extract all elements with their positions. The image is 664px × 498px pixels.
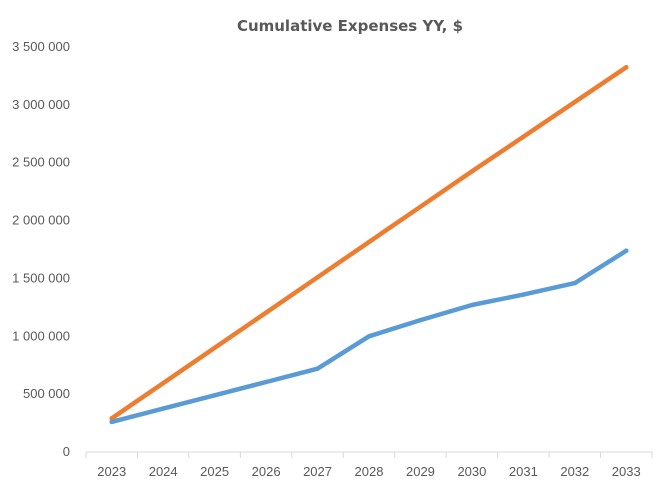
series-1 bbox=[109, 65, 629, 421]
x-axis bbox=[85, 451, 653, 458]
data-point bbox=[160, 406, 166, 411]
x-tick-label: 2027 bbox=[303, 464, 332, 479]
data-point bbox=[418, 317, 423, 323]
data-point bbox=[572, 280, 578, 286]
data-point bbox=[160, 380, 166, 386]
data-point bbox=[624, 65, 629, 70]
data-point bbox=[572, 99, 578, 105]
data-point bbox=[624, 248, 629, 253]
data-point bbox=[315, 275, 320, 280]
data-point bbox=[521, 292, 526, 297]
data-point bbox=[366, 239, 372, 245]
x-tick-label: 2029 bbox=[406, 464, 435, 479]
data-point bbox=[521, 134, 526, 139]
data-point bbox=[212, 345, 217, 351]
y-tick-label: 1 000 000 bbox=[12, 328, 70, 343]
x-tick-label: 2026 bbox=[252, 464, 281, 479]
y-tick-label: 0 bbox=[63, 444, 70, 459]
data-point bbox=[212, 393, 217, 398]
x-tick-label: 2032 bbox=[560, 464, 589, 479]
x-tick-label: 2028 bbox=[355, 464, 384, 479]
series-2 bbox=[109, 248, 629, 425]
data-point bbox=[263, 379, 269, 385]
data-point bbox=[469, 169, 475, 174]
series-lines bbox=[109, 65, 629, 425]
data-point bbox=[263, 310, 269, 315]
x-tick-label: 2024 bbox=[149, 464, 178, 479]
y-tick-label: 500 000 bbox=[23, 386, 70, 401]
x-axis-tick-labels: 2023 2024 2025 2026 2027 2028 2029 2030 2031 2032… bbox=[97, 464, 640, 479]
data-point bbox=[109, 419, 114, 425]
chart-title: Cumulative Expenses YY, $ bbox=[237, 17, 463, 35]
x-tick-label: 2031 bbox=[509, 464, 538, 479]
y-tick-label: 2 000 000 bbox=[12, 213, 70, 228]
data-point bbox=[469, 302, 475, 308]
y-tick-label: 3 500 000 bbox=[12, 39, 70, 54]
y-tick-label: 2 500 000 bbox=[12, 155, 70, 170]
x-tick-label: 2033 bbox=[612, 464, 641, 479]
data-point bbox=[315, 366, 320, 371]
y-tick-label: 3 000 000 bbox=[12, 97, 70, 112]
x-tick-label: 2023 bbox=[97, 464, 126, 479]
data-point bbox=[418, 204, 423, 209]
x-tick-label: 2025 bbox=[200, 464, 229, 479]
y-tick-label: 1 500 000 bbox=[12, 270, 70, 285]
x-tick-label: 2030 bbox=[457, 464, 486, 479]
y-axis-tick-labels: 0 500 000 1 000 000 1 500 000 2 000 000 2 500… bbox=[12, 39, 70, 459]
data-point bbox=[366, 334, 372, 339]
